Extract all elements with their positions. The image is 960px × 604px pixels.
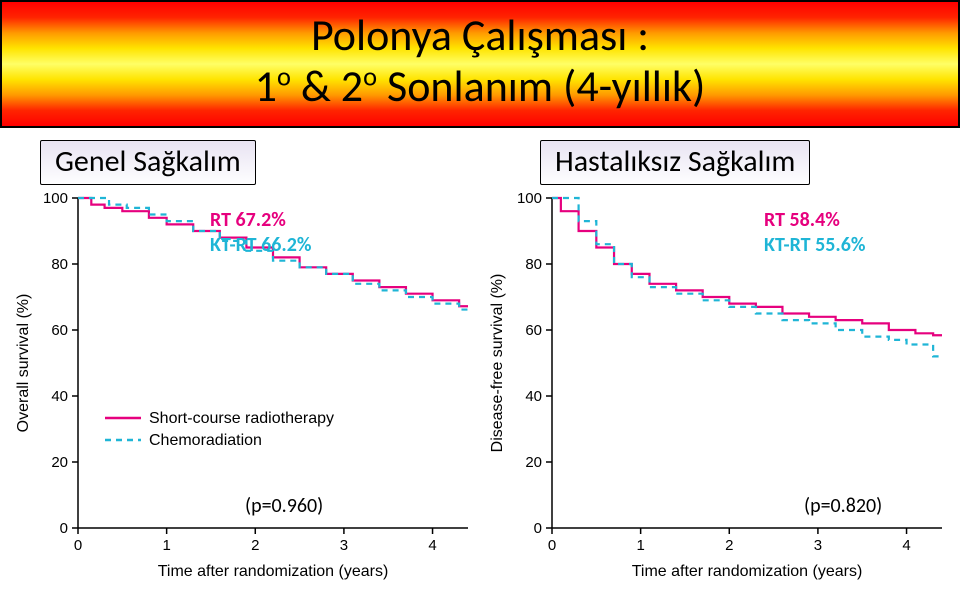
- svg-text:100: 100: [43, 190, 68, 207]
- svg-text:Disease-free survival (%): Disease-free survival (%): [489, 274, 506, 453]
- overlay-rt-overall: RT 67.2%: [210, 208, 286, 232]
- svg-text:0: 0: [60, 520, 68, 537]
- svg-text:1: 1: [636, 537, 644, 554]
- svg-text:4: 4: [902, 537, 910, 554]
- svg-text:0: 0: [548, 537, 556, 554]
- title-sup1: o: [277, 61, 291, 93]
- title-sup2: o: [363, 61, 377, 93]
- svg-text:3: 3: [814, 537, 822, 554]
- svg-text:2: 2: [725, 537, 733, 554]
- svg-text:3: 3: [340, 537, 348, 554]
- p-label-dfs: (p=0.820): [804, 494, 882, 518]
- svg-text:40: 40: [525, 388, 542, 405]
- svg-text:Time after randomization (year: Time after randomization (years): [158, 563, 389, 580]
- title-text: Polonya Çalışması : 1o & 2o Sonlanım (4-…: [2, 2, 958, 111]
- label-dfs: Hastalıksız Sağkalım: [540, 140, 810, 185]
- svg-text:0: 0: [74, 537, 82, 554]
- svg-text:20: 20: [525, 454, 542, 471]
- svg-text:100: 100: [517, 190, 542, 207]
- p-label-overall: (p=0.960): [245, 494, 323, 518]
- svg-text:2: 2: [251, 537, 259, 554]
- title-band: Polonya Çalışması : 1o & 2o Sonlanım (4-…: [0, 0, 960, 128]
- overlay-dfs: RT 58.4% KT-RT 55.6%: [764, 208, 865, 258]
- title-line2-post: Sonlanım (4-yıllık): [377, 59, 705, 113]
- svg-text:80: 80: [51, 256, 68, 273]
- svg-text:Time after randomization (year: Time after randomization (years): [632, 563, 863, 580]
- svg-text:40: 40: [51, 388, 68, 405]
- svg-text:0: 0: [534, 520, 542, 537]
- chart-dfs: 0 20 40 60 80 100 0 1 2 3 4 Time after randomizatio…: [484, 188, 950, 588]
- svg-text:20: 20: [51, 454, 68, 471]
- svg-text:80: 80: [525, 256, 542, 273]
- title-line1: Polonya Çalışması :: [311, 8, 649, 62]
- overlay-rt-dfs: RT 58.4%: [764, 208, 840, 232]
- overlay-ktrt-dfs: KT-RT 55.6%: [764, 233, 865, 257]
- svg-text:Short-course radiotherapy: Short-course radiotherapy: [149, 410, 334, 427]
- svg-text:1: 1: [162, 537, 170, 554]
- svg-text:60: 60: [51, 322, 68, 339]
- overlay-ktrt-overall: KT-RT 66.2%: [210, 233, 311, 257]
- label-overall-survival: Genel Sağkalım: [40, 140, 256, 185]
- sub-labels-row: Genel Sağkalım Hastalıksız Sağkalım: [0, 136, 960, 184]
- svg-text:4: 4: [428, 537, 436, 554]
- title-line2-mid: & 2: [291, 59, 363, 113]
- svg-text:60: 60: [525, 322, 542, 339]
- overlay-overall: RT 67.2% KT-RT 66.2%: [210, 208, 311, 258]
- svg-text:Chemoradiation: Chemoradiation: [149, 432, 262, 449]
- chart-dfs-svg: 0 20 40 60 80 100 0 1 2 3 4 Time after randomizatio…: [484, 188, 954, 588]
- svg-text:Overall survival (%): Overall survival (%): [15, 294, 32, 433]
- charts-row: 02040608010001234Time after randomizatio…: [0, 188, 960, 588]
- title-line2-pre: 1: [255, 59, 277, 113]
- chart-overall: 0 20 40 60 80 100 0 1 2 3 4 Time after randomizatio…: [10, 188, 476, 588]
